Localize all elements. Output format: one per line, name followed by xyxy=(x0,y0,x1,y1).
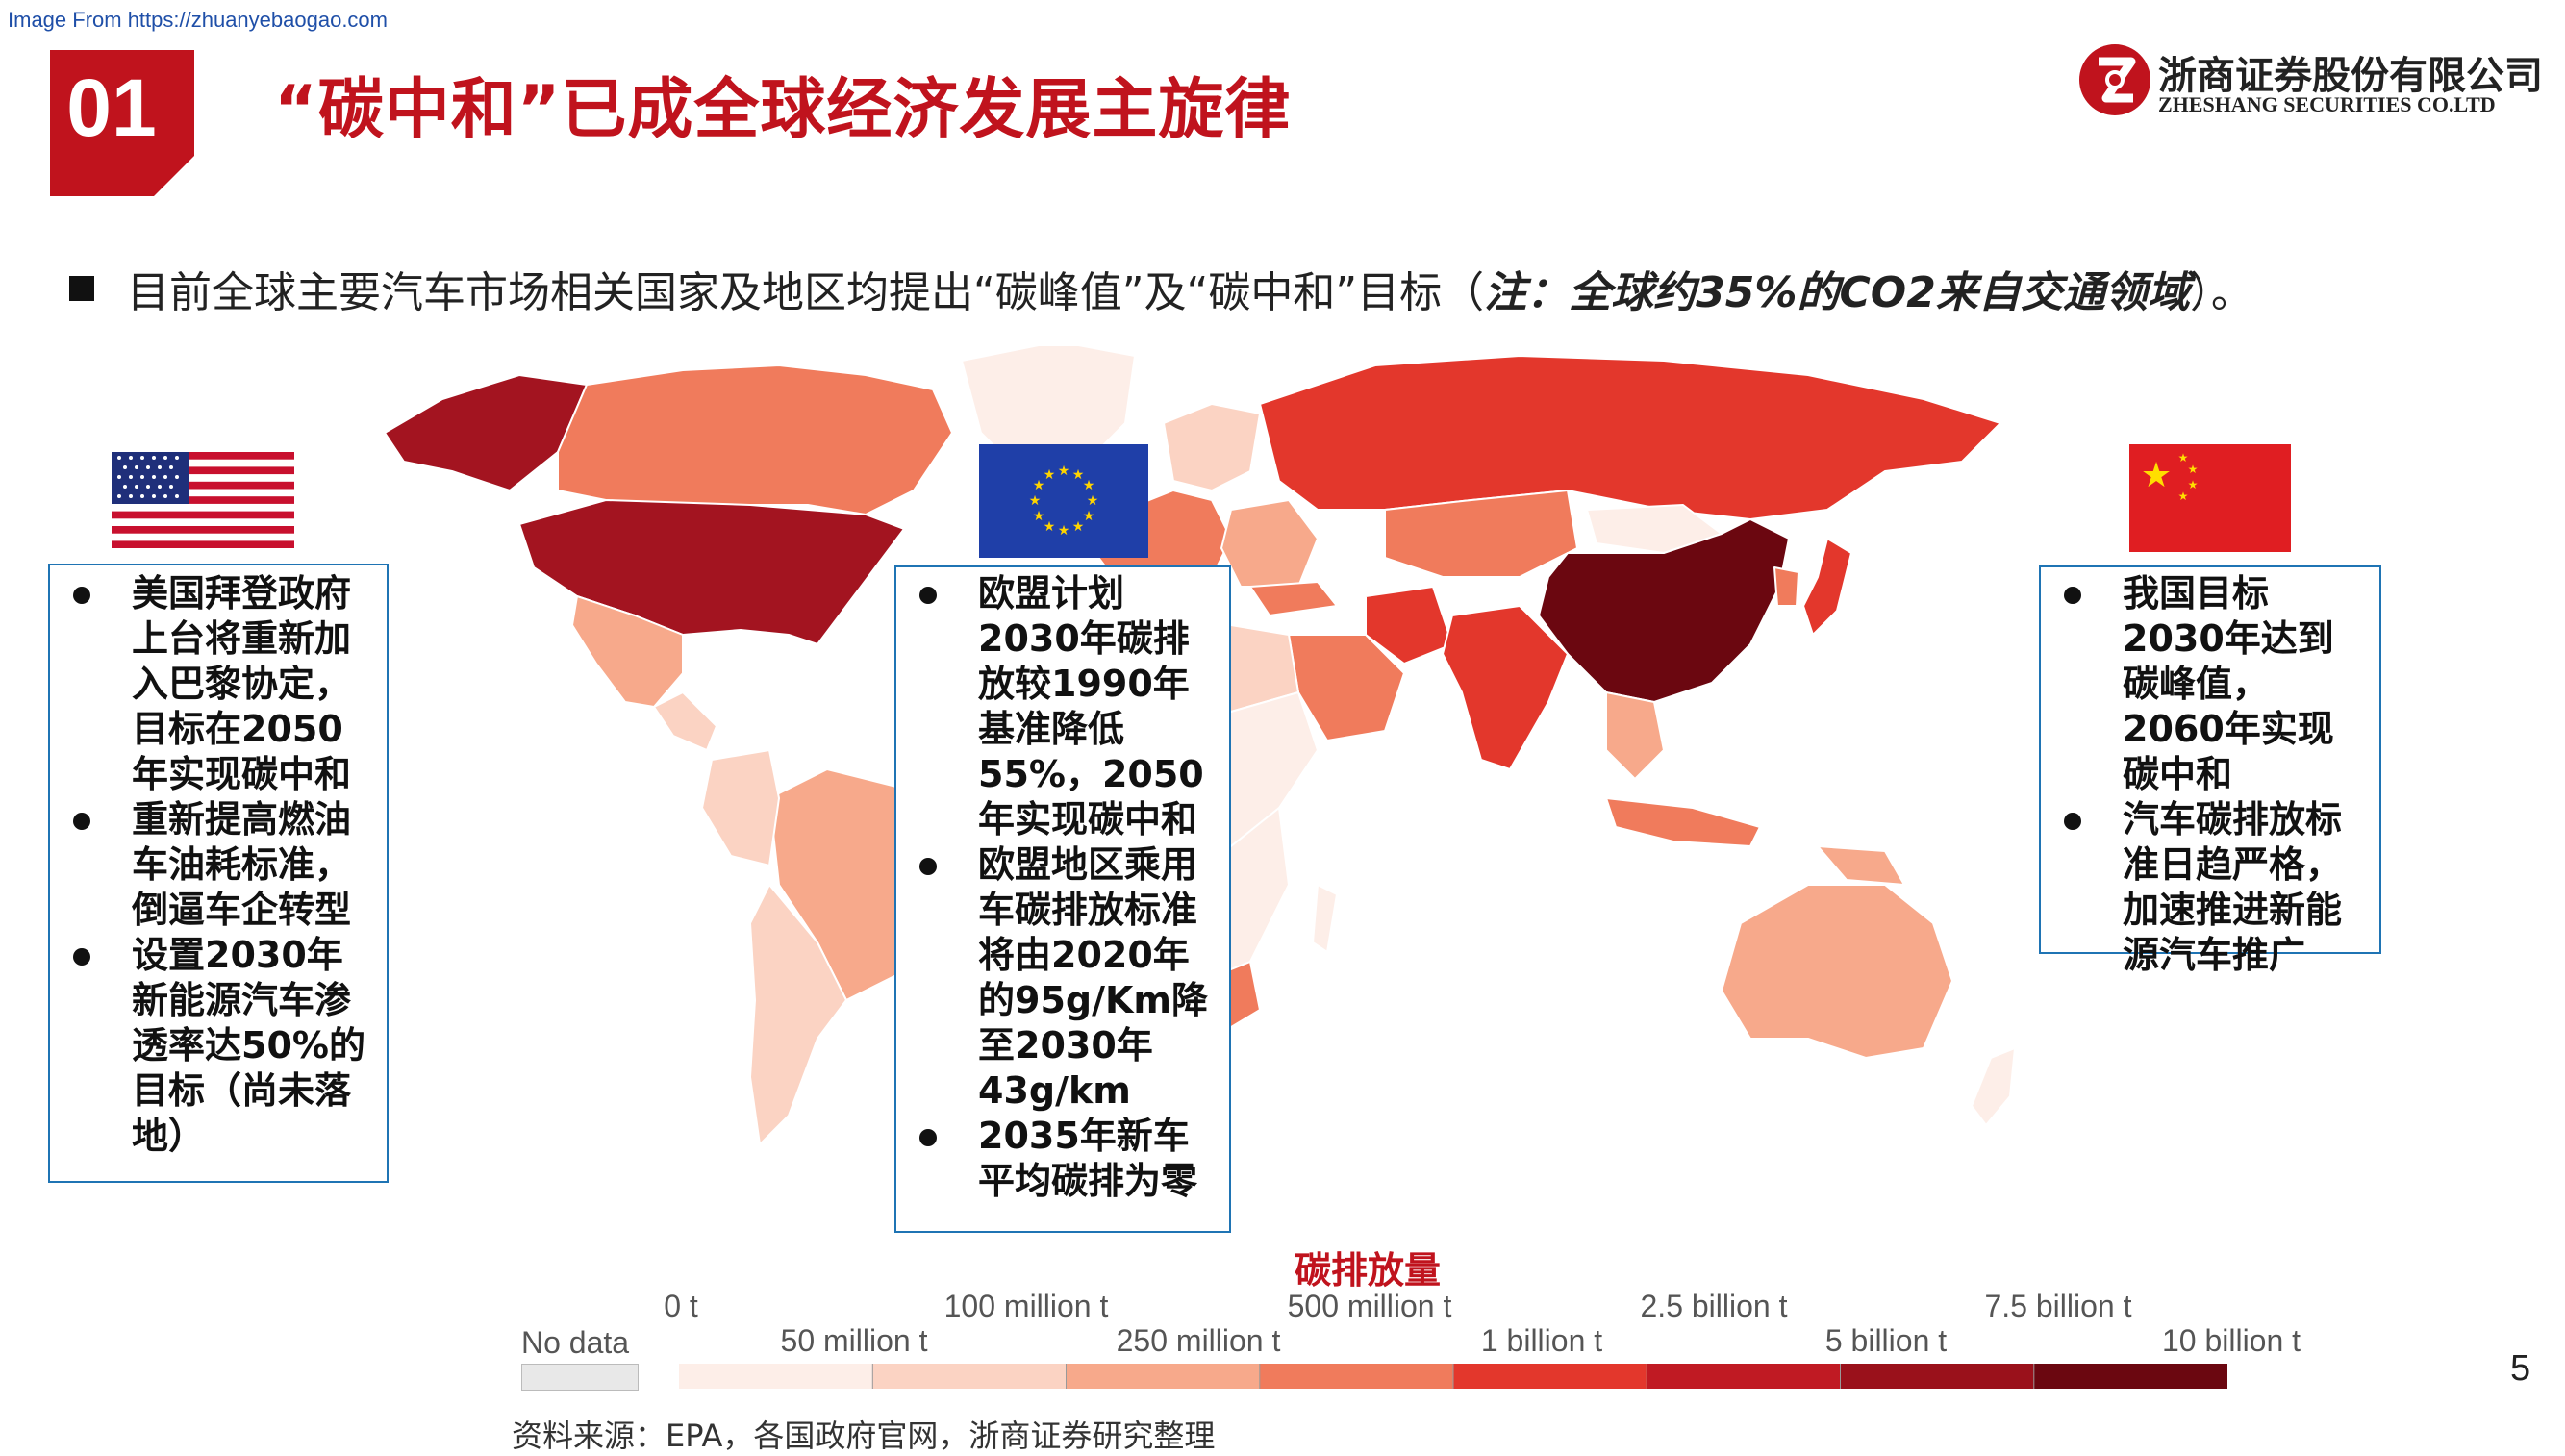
svg-text:★: ★ xyxy=(2178,490,2189,503)
map-russia xyxy=(1260,356,2000,519)
legend-color-scale xyxy=(679,1364,2227,1389)
svg-text:★: ★ xyxy=(1044,519,1056,535)
legend-tick-label: 500 million t xyxy=(1288,1289,1452,1324)
legend-tick-label: 250 million t xyxy=(1117,1323,1281,1359)
svg-text:★: ★ xyxy=(1072,519,1085,535)
legend-tick-label: 10 billion t xyxy=(2162,1323,2301,1359)
china-policy-item: 我国目标2030年达到碳峰值，2060年实现碳中和 xyxy=(2041,571,2379,797)
map-central-america xyxy=(654,692,717,750)
world-map-svg xyxy=(365,346,2193,1212)
svg-text:★: ★ xyxy=(1044,467,1056,483)
legend-color-step xyxy=(872,1364,1067,1389)
map-papua xyxy=(1818,846,1904,885)
svg-text:★: ★ xyxy=(1058,464,1070,479)
eu-policy-item: 2035年新车平均碳排为零 xyxy=(896,1114,1229,1204)
legend-tick-label: 1 billion t xyxy=(1481,1323,1602,1359)
legend-tick-label: 2.5 billion t xyxy=(1641,1289,1788,1324)
legend-tick-label: 0 t xyxy=(664,1289,698,1324)
map-alaska xyxy=(385,375,587,490)
eu-policy-item: 欧盟地区乘用车碳排放标准将由2020年的95g/Km降至2030年43g/km xyxy=(896,842,1229,1114)
eu-policy-box: 欧盟计划2030年碳排放较1990年基准降低55%，2050年实现碳中和 欧盟地… xyxy=(894,565,1231,1233)
legend-tick-label: 100 million t xyxy=(944,1289,1109,1324)
map-indonesia xyxy=(1606,798,1760,846)
map-canada xyxy=(558,365,952,515)
legend-color-step xyxy=(1841,1364,2035,1389)
eu-flag-icon: ★★★ ★★★ ★★★ ★★★ xyxy=(979,444,1148,558)
section-number: 01 xyxy=(50,67,173,148)
legend-color-step xyxy=(1647,1364,1841,1389)
svg-text:★: ★ xyxy=(1058,523,1070,539)
source-note: 资料来源：EPA，各国政府官网，浙商证券研究整理 xyxy=(512,1412,1215,1456)
svg-text:★: ★ xyxy=(1083,478,1095,493)
china-flag-icon: ★ ★★ ★★ xyxy=(2129,444,2291,552)
logo-english-name: ZHESHANG SECURITIES CO.LTD xyxy=(2158,92,2496,117)
intro-text: 目前全球主要汽车市场相关国家及地区均提出“碳峰值”及“碳中和”目标（ xyxy=(127,268,1484,317)
section-badge: 01 xyxy=(50,50,194,196)
us-policy-item: 美国拜登政府上台将重新加入巴黎协定，目标在2050年实现碳中和 xyxy=(50,571,387,797)
map-turkey xyxy=(1250,582,1337,615)
map-australia xyxy=(1722,885,1952,1058)
svg-text:★: ★ xyxy=(2141,456,2172,495)
legend-tick-label: 7.5 billion t xyxy=(1985,1289,2132,1324)
map-new-zealand xyxy=(1972,1048,2015,1125)
us-policy-item: 重新提高燃油车油耗标准，倒逼车企转型 xyxy=(50,797,387,933)
us-flag-icon xyxy=(112,452,294,548)
legend-color-step xyxy=(1453,1364,1647,1389)
legend-no-data-swatch xyxy=(521,1364,639,1391)
china-policy-box: 我国目标2030年达到碳峰值，2060年实现碳中和 汽车碳排放标准日趋严格，加速… xyxy=(2039,565,2381,954)
svg-text:★: ★ xyxy=(1033,509,1045,524)
legend-tick-label: 5 billion t xyxy=(1825,1323,1947,1359)
company-logo: 浙商证券股份有限公司 ZHESHANG SECURITIES CO.LTD xyxy=(2077,42,2539,129)
legend-title: 碳排放量 xyxy=(1295,1241,1441,1293)
intro-end: ）。 xyxy=(2190,268,2253,317)
page-number: 5 xyxy=(2510,1348,2530,1390)
eu-policy-item: 欧盟计划2030年碳排放较1990年基准降低55%，2050年实现碳中和 xyxy=(896,571,1229,842)
legend-color-step xyxy=(1260,1364,1454,1389)
source-watermark: Image From https://zhuanyebaogao.com xyxy=(8,8,388,33)
map-japan xyxy=(1803,539,1851,635)
square-bullet-icon xyxy=(69,276,94,301)
zheshang-logo-icon xyxy=(2077,42,2152,117)
intro-note: 注：全球约35%的CO2来自交通领域 xyxy=(1484,268,2190,317)
svg-text:★: ★ xyxy=(2188,463,2199,476)
legend-no-data-label: No data xyxy=(521,1325,629,1361)
svg-text:★: ★ xyxy=(1083,509,1095,524)
us-policy-box: 美国拜登政府上台将重新加入巴黎协定，目标在2050年实现碳中和 重新提高燃油车油… xyxy=(48,564,389,1183)
us-policy-item: 设置2030年新能源汽车渗透率达50%的目标（尚未落地） xyxy=(50,933,387,1159)
map-madagascar xyxy=(1313,885,1337,952)
china-policy-item: 汽车碳排放标准日趋严格，加速推进新能源汽车推广 xyxy=(2041,797,2379,978)
map-korea xyxy=(1774,567,1798,606)
legend-color-step xyxy=(2034,1364,2227,1389)
map-scandinavia xyxy=(1164,404,1260,490)
map-eastern-europe xyxy=(1221,500,1318,587)
map-southeast-asia xyxy=(1606,692,1664,779)
world-emissions-map xyxy=(365,346,2193,1216)
intro-bullet: 目前全球主要汽车市场相关国家及地区均提出“碳峰值”及“碳中和”目标（注：全球约3… xyxy=(69,258,2253,319)
map-colombia-peru xyxy=(702,750,779,866)
legend-color-step xyxy=(679,1364,873,1389)
page-title: “碳中和”已成全球经济发展主旋律 xyxy=(274,56,1291,151)
svg-text:★: ★ xyxy=(2188,478,2199,491)
svg-text:★: ★ xyxy=(1029,493,1042,509)
legend-tick-label: 50 million t xyxy=(781,1323,928,1359)
svg-text:★: ★ xyxy=(1087,493,1099,509)
legend-color-step xyxy=(1067,1364,1261,1389)
